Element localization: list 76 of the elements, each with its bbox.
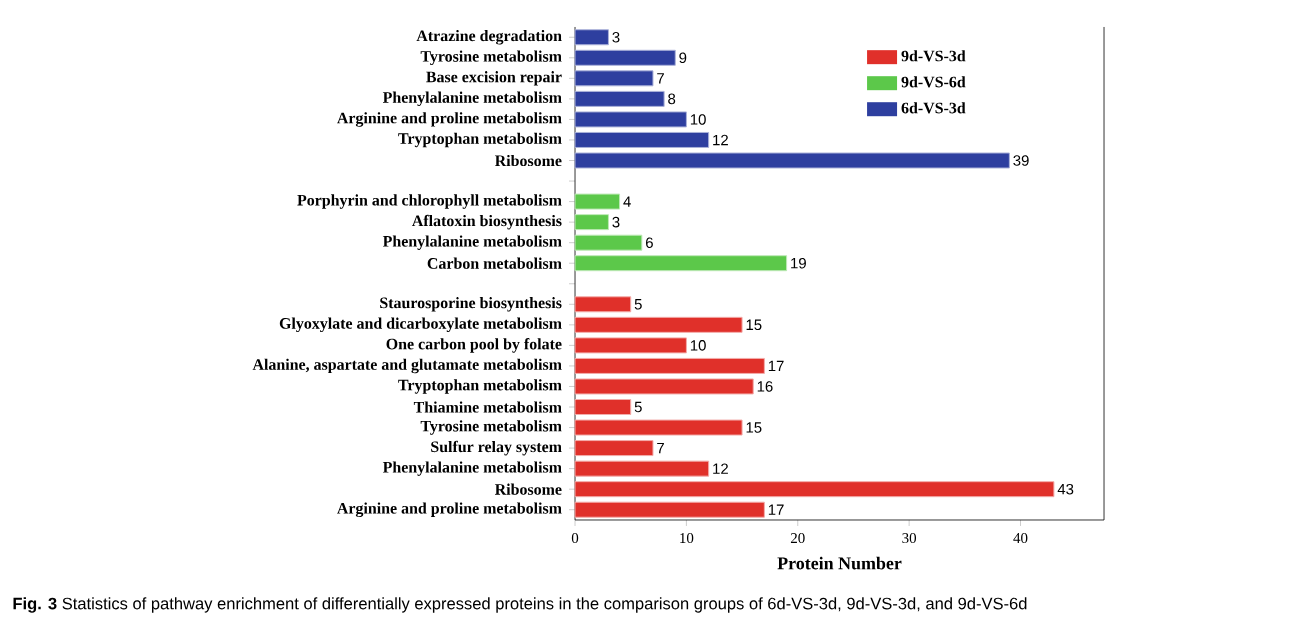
y-tick-label: Arginine and proline metabolism [337,502,562,518]
legend-label: 6d-VS-3d [901,102,966,114]
y-tick-label: Tryptophan metabolism [398,132,562,148]
bar [574,357,765,374]
y-tick-label: Phenylalanine metabolism [382,91,562,107]
bar [574,399,632,415]
bar [574,255,788,272]
y-tick-label: Tyrosine metabolism [420,420,562,435]
bar [574,440,654,457]
y-tick-label: Ribosome [494,483,562,495]
y-tick-label: One carbon pool by folate [386,338,562,353]
bar [574,234,643,251]
legend-label: 9d-VS-6d [901,76,966,88]
y-tick-label: Alanine, aspartate and glutamate metabolism [252,358,562,374]
y-tick-label: Ribosome [494,154,562,167]
data-label: 12 [713,463,728,474]
data-label: 10 [690,114,706,125]
bar [574,131,710,148]
bar [574,214,609,231]
data-label: 12 [713,134,728,146]
data-label: 39 [1013,155,1029,166]
x-axis-title: Protein Number [777,556,902,570]
y-tick-label: Atrazine degradation [416,29,562,45]
data-label: 15 [746,319,762,331]
y-tick-label: Thiamine metabolism [413,401,562,413]
y-tick-label: Base excision repair [426,71,562,86]
x-tick-label: 30 [902,533,917,544]
data-label: 8 [668,93,676,105]
text: Fig. 3 Statistics of pathway enrichment of differentially expressed proteins in the comparison groups of 6d-VS-3d, 9d-VS-3d, and 9d-VS-6d [13,597,1027,613]
y-tick-label: Aflatoxin biosynthesis [412,214,562,230]
bar [574,152,1010,169]
y-tick-label: Arginine and proline metabolism [337,112,562,127]
bar [574,419,743,436]
data-label: 16 [757,381,773,392]
y-tick-label: Tryptophan metabolism [398,379,562,394]
data-label: 5 [634,299,642,310]
y-tick-label: Porphyrin and chlorophyll metabolism [297,194,562,209]
data-label: 15 [746,422,762,433]
data-label: 3 [612,31,620,43]
data-label: 3 [612,216,620,228]
data-label: 6 [645,237,653,248]
data-label: 19 [791,257,806,269]
bar [574,296,632,313]
x-tick-label: 0 [571,533,579,544]
bar [574,316,743,333]
y-tick-label: Phenylalanine metabolism [382,235,562,250]
data-label: 43 [1057,483,1074,495]
bar [574,90,665,107]
data-label: 9 [679,52,687,64]
data-label: 17 [768,360,784,372]
bar [574,501,765,518]
data-label: 7 [657,442,664,454]
bar [574,111,687,128]
y-tick-label: Tyrosine metabolism [420,50,562,66]
bar [574,378,754,395]
legend-label: 9d-VS-3d [901,50,966,62]
x-tick-label: 40 [1013,533,1028,544]
data-label: 10 [690,340,706,351]
bar [574,481,1055,498]
data-label: 7 [657,73,664,84]
y-tick-label: Phenylalanine metabolism [382,461,562,476]
bar [574,460,710,477]
bar [574,49,676,66]
x-tick-label: 10 [680,533,694,544]
bar [574,70,654,87]
data-label: 4 [623,196,631,207]
x-tick-label: 20 [790,533,805,544]
y-tick-label: Sulfur relay system [431,440,562,456]
bar [574,29,609,46]
bar [574,337,687,354]
data-label: 17 [768,504,784,515]
bar [574,193,621,210]
y-tick-label: Staurosporine biosynthesis [380,297,562,312]
y-tick-label: Glyoxylate and dicarboxylate metabolism [279,317,562,333]
data-label: 5 [634,401,642,413]
y-tick-label: Carbon metabolism [427,257,562,269]
